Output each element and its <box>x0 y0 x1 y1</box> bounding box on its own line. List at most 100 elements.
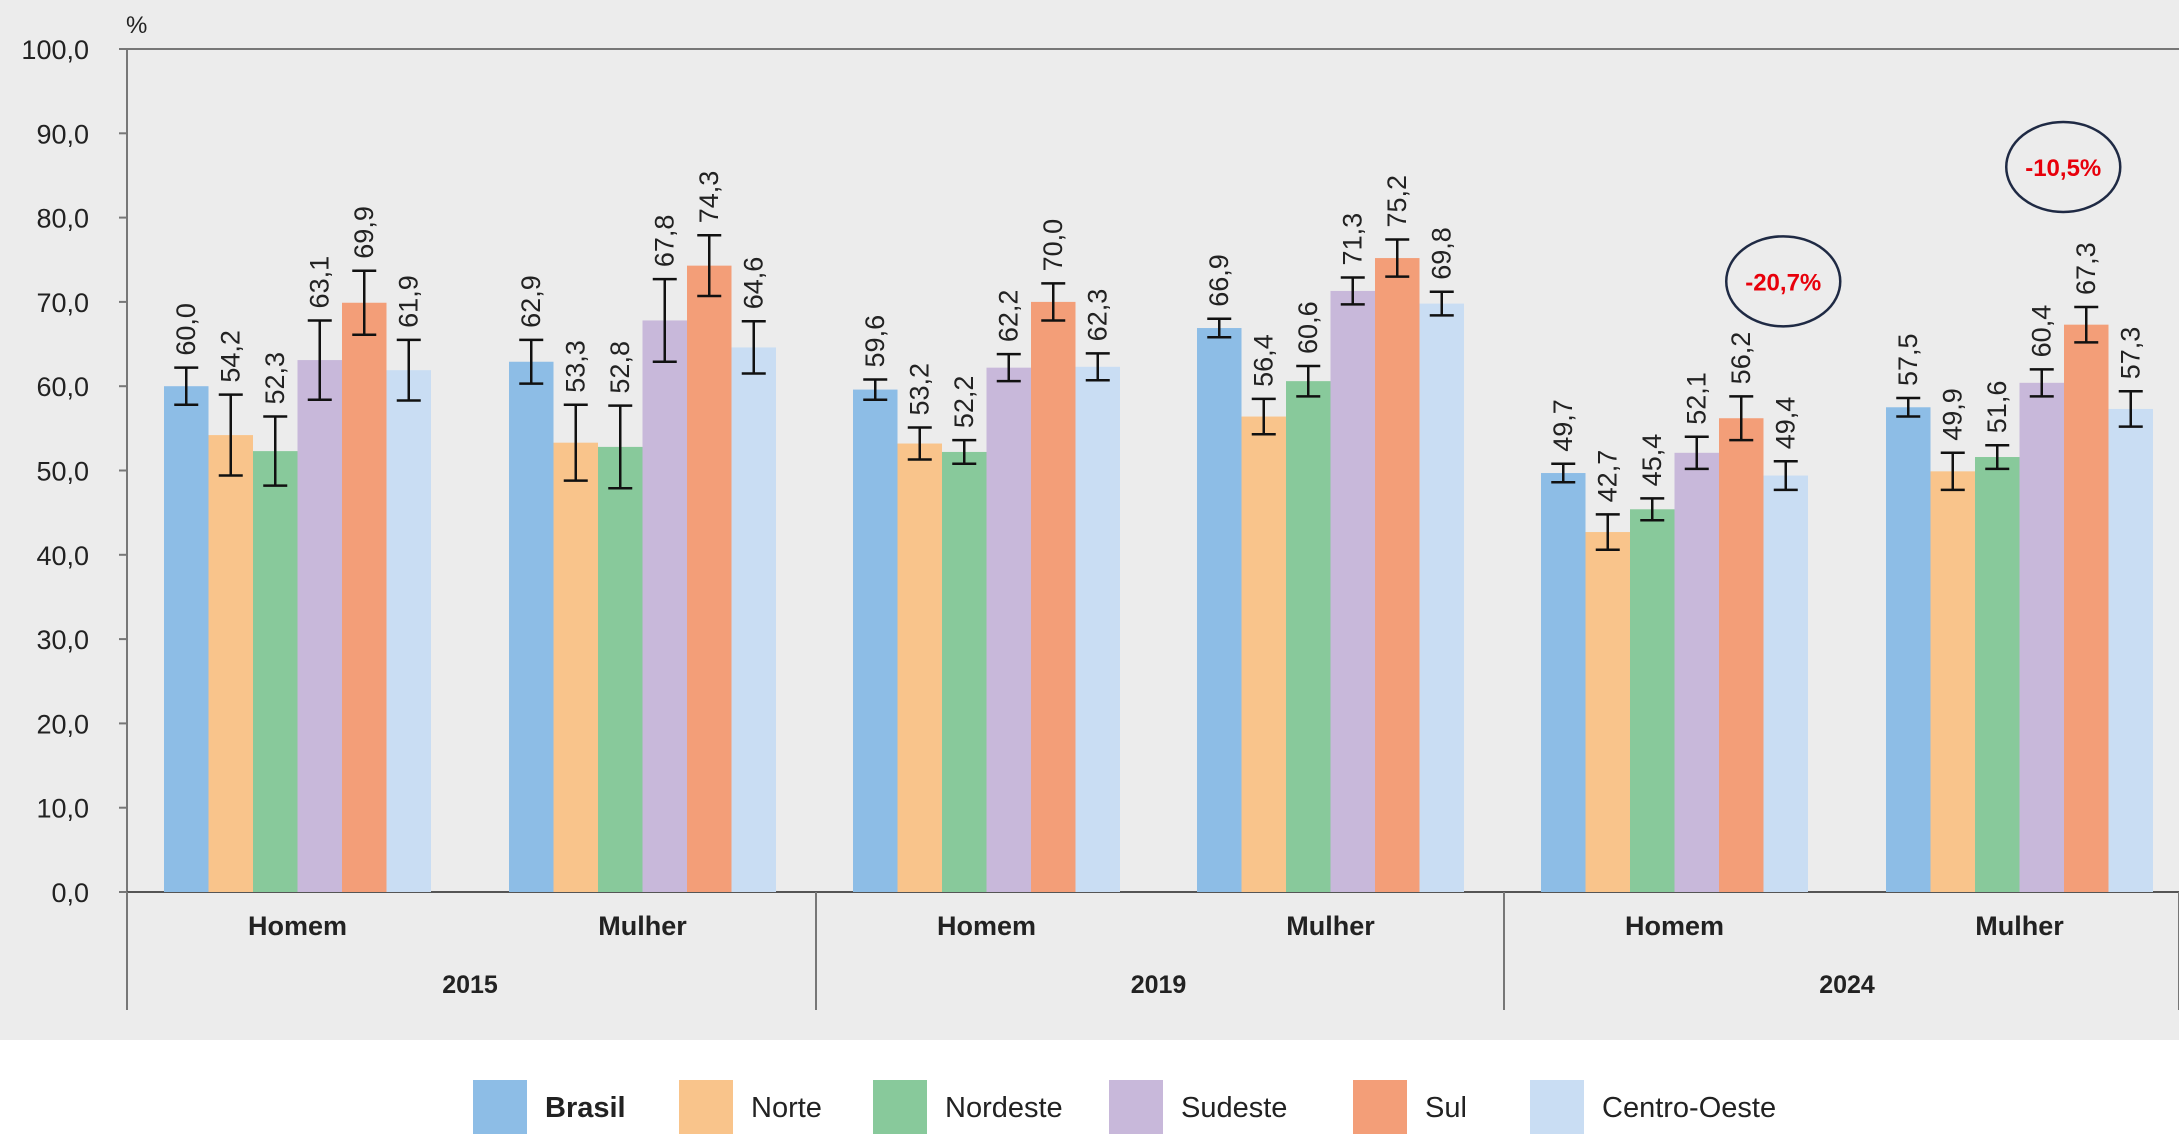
bar <box>1719 418 1764 892</box>
data-label: 51,6 <box>1982 381 2012 434</box>
bar <box>1286 381 1331 892</box>
y-tick-label: 30,0 <box>36 625 89 655</box>
bar <box>253 451 298 892</box>
x-tick-label: Mulher <box>1975 911 2064 941</box>
legend-swatch <box>473 1080 527 1134</box>
year-label: 2015 <box>442 971 498 999</box>
x-tick-label: Homem <box>1625 911 1724 941</box>
bar <box>1330 290 1375 892</box>
bar <box>1630 509 1675 892</box>
legend-label: Brasil <box>545 1092 626 1124</box>
bar <box>1975 457 2020 892</box>
bar <box>986 367 1031 892</box>
legend-label: Nordeste <box>945 1092 1063 1124</box>
bar <box>897 443 942 892</box>
bar <box>297 360 342 892</box>
data-label: 71,3 <box>1338 213 1368 266</box>
y-tick-label: 20,0 <box>36 709 89 739</box>
data-label: 53,2 <box>905 363 935 416</box>
x-tick-label: Mulher <box>598 911 687 941</box>
bar <box>2064 324 2109 892</box>
bar <box>1197 328 1242 893</box>
bar <box>1241 416 1286 892</box>
legend-label: Sudeste <box>1181 1092 1287 1124</box>
x-tick-label: Homem <box>248 911 347 941</box>
y-tick-label: 100,0 <box>21 35 89 65</box>
y-tick-label: 40,0 <box>36 541 89 571</box>
y-tick-label: 80,0 <box>36 204 89 234</box>
bar <box>1419 303 1464 892</box>
y-tick-label: 70,0 <box>36 288 89 318</box>
bar <box>1930 471 1975 892</box>
annotation-ellipse <box>2005 120 2122 214</box>
data-label: 64,6 <box>739 257 769 310</box>
y-tick-label: 50,0 <box>36 457 89 487</box>
bar <box>164 386 209 892</box>
annotation-ellipse <box>1725 235 1842 328</box>
data-label: 52,2 <box>949 376 979 429</box>
bar <box>642 320 687 892</box>
annotation-label: -10,5% <box>2025 155 2101 182</box>
data-label: 62,9 <box>516 275 546 328</box>
bar <box>1075 366 1120 892</box>
y-tick-label: 60,0 <box>36 372 89 402</box>
data-label: 57,5 <box>1893 333 1923 386</box>
y-tick-label: 10,0 <box>36 794 89 824</box>
annotation-label: -20,7% <box>1745 269 1821 296</box>
data-label: 74,3 <box>694 171 724 224</box>
data-label: 49,7 <box>1548 399 1578 452</box>
data-label: 49,4 <box>1771 397 1801 450</box>
data-label: 62,3 <box>1083 289 1113 342</box>
data-label: 56,2 <box>1726 332 1756 385</box>
bar <box>853 389 898 892</box>
bar <box>509 361 554 892</box>
data-label: 42,7 <box>1593 450 1623 503</box>
data-label: 67,8 <box>650 215 680 268</box>
x-tick-label: Mulher <box>1286 911 1375 941</box>
legend-swatch <box>1530 1080 1584 1134</box>
year-label: 2019 <box>1131 971 1187 999</box>
data-label: 59,6 <box>860 315 890 368</box>
data-label: 57,3 <box>2116 327 2146 380</box>
legend-swatch <box>679 1080 733 1134</box>
data-label: 49,9 <box>1938 388 1968 441</box>
legend-swatch <box>1109 1080 1163 1134</box>
data-label: 60,4 <box>2027 305 2057 358</box>
data-label: 66,9 <box>1204 254 1234 307</box>
data-label: 52,3 <box>260 352 290 405</box>
data-label: 61,9 <box>394 275 424 328</box>
year-label: 2024 <box>1819 971 1875 999</box>
data-label: 63,1 <box>305 256 335 309</box>
bar <box>1674 452 1719 892</box>
bar <box>687 265 732 892</box>
data-label: 69,8 <box>1427 227 1457 280</box>
data-label: 60,6 <box>1293 301 1323 354</box>
legend-swatch <box>873 1080 927 1134</box>
data-label: 56,4 <box>1249 334 1279 387</box>
data-label: 75,2 <box>1382 175 1412 228</box>
data-label: 69,9 <box>349 206 379 259</box>
bar <box>1585 532 1630 892</box>
bar <box>1375 258 1420 893</box>
bar <box>342 302 387 892</box>
bar <box>2108 408 2153 892</box>
bar <box>2019 382 2064 892</box>
y-tick-label: 0,0 <box>51 878 89 908</box>
data-label: 62,2 <box>994 290 1024 343</box>
bar <box>1763 475 1808 892</box>
bar <box>386 370 431 893</box>
data-label: 67,3 <box>2071 242 2101 295</box>
data-label: 54,2 <box>216 330 246 383</box>
legend-label: Centro-Oeste <box>1602 1092 1776 1124</box>
data-label: 53,3 <box>561 340 591 393</box>
bar <box>942 451 987 892</box>
bar <box>1031 301 1076 892</box>
bar <box>208 435 253 892</box>
legend-label: Norte <box>751 1092 822 1124</box>
legend-label: Sul <box>1425 1092 1467 1124</box>
data-label: 70,0 <box>1038 219 1068 272</box>
bar <box>1541 473 1586 892</box>
bar <box>553 442 598 892</box>
